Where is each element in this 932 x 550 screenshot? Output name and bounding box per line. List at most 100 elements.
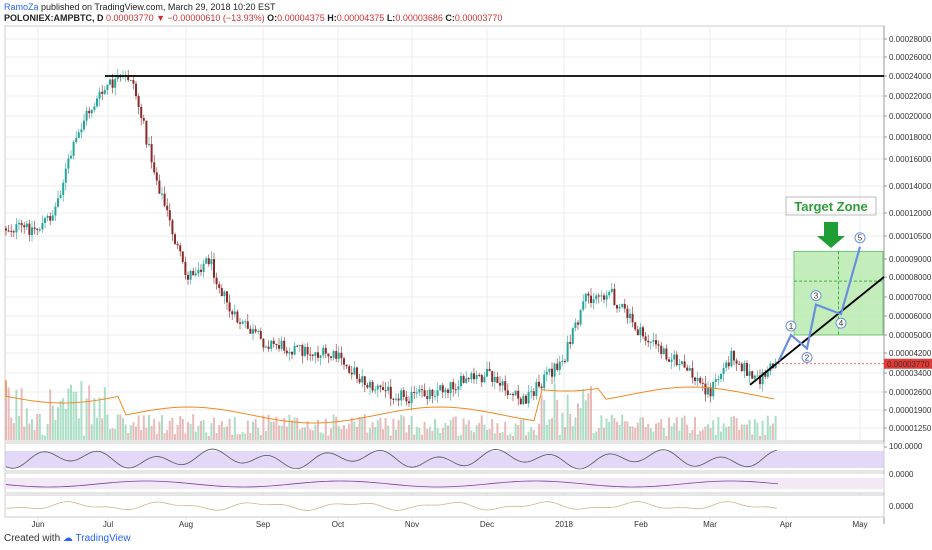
candle-body (324, 347, 327, 354)
volume-bar (363, 414, 366, 440)
volume-bar (142, 415, 145, 440)
time-tick-label: Feb (634, 520, 648, 529)
volume-bar (675, 417, 678, 440)
candle-body (564, 360, 566, 362)
candle-body (280, 340, 283, 349)
price-tick-label: 0.00016000 (889, 155, 932, 164)
candle-body (31, 227, 33, 235)
candle-body (109, 79, 111, 85)
candle-body (181, 251, 184, 262)
volume-bar (309, 429, 312, 440)
candle-body (740, 363, 743, 372)
volume-bar (639, 417, 642, 440)
low-value: 0.00003686 (395, 13, 443, 23)
candle-body (20, 222, 23, 226)
volume-bar (150, 425, 153, 440)
volume-bar (324, 418, 327, 440)
candle-body (603, 295, 605, 300)
candle-body (709, 387, 712, 397)
volume-bar (707, 424, 709, 440)
candle-body (210, 259, 213, 265)
volume-bar (473, 432, 475, 440)
down-arrow-icon: ▼ (156, 13, 166, 23)
volume-bar (709, 427, 712, 440)
wave-label-circle (835, 317, 847, 329)
volume-bar (764, 435, 767, 440)
volume-bar (683, 415, 686, 440)
volume-bar (662, 427, 665, 440)
volume-bar (236, 434, 239, 440)
candle-body (475, 374, 478, 380)
price-tick-label: 0.00002600 (889, 388, 932, 397)
volume-bar (681, 417, 683, 440)
volume-bar (119, 414, 122, 440)
candle-body (525, 395, 527, 404)
volume-bar (265, 431, 267, 440)
candle-body (366, 384, 369, 388)
tradingview-brand[interactable]: TradingView (75, 533, 131, 544)
volume-bar (582, 389, 585, 440)
candle-body (665, 348, 668, 360)
candle-body (657, 344, 660, 346)
candle-body (361, 376, 364, 383)
volume-bar (293, 417, 296, 440)
time-tick-label: Jul (103, 520, 113, 529)
volume-bar (480, 415, 483, 440)
volume-bar (205, 432, 208, 440)
candle-body (400, 390, 403, 401)
candle-body (610, 288, 613, 292)
volume-bar (761, 420, 764, 440)
volume-bar (395, 429, 397, 440)
candle-body (548, 368, 551, 372)
published-text: published on TradingView.com, March 29, … (38, 2, 276, 12)
candle-body (761, 372, 764, 385)
volume-bar (374, 426, 377, 440)
volume-bar (77, 418, 80, 440)
time-tick-label: Dec (480, 520, 494, 529)
volume-bar (387, 425, 390, 440)
volume-bar (353, 421, 356, 440)
volume-bar (189, 423, 192, 440)
low-label: L: (386, 13, 396, 23)
volume-bar (532, 429, 535, 440)
volume-bar (623, 421, 626, 440)
volume-bar (244, 433, 247, 440)
volume-bar (397, 420, 400, 440)
candle-body (239, 322, 241, 324)
candle-body (132, 80, 135, 84)
candle-body (509, 394, 512, 396)
candle-body (460, 375, 462, 387)
volume-bar (441, 427, 444, 440)
candle-body (595, 295, 598, 300)
volume-bar (605, 418, 608, 440)
candle-body (252, 329, 254, 334)
candle-body (590, 295, 592, 303)
candle-body (488, 368, 491, 372)
volume-bar (616, 421, 618, 440)
candle-body (337, 352, 340, 359)
author-link[interactable]: RamoZa (4, 2, 39, 12)
volume-bar (548, 419, 551, 440)
volume-bar (80, 381, 83, 440)
volume-bar (49, 389, 52, 440)
volume-bar (44, 435, 46, 440)
high-label: H: (327, 13, 337, 23)
volume-bar (340, 429, 343, 440)
volume-bar (322, 433, 325, 440)
volume-bar (335, 416, 338, 440)
price-tick-label: 0.00001250 (889, 424, 932, 433)
candle-body (83, 120, 85, 130)
volume-bar (571, 426, 574, 440)
volume-bar (486, 429, 488, 440)
volume-bar (512, 435, 514, 440)
symbol-label: POLONIEX:AMPBTC, D (4, 13, 104, 23)
candle-body (111, 79, 114, 88)
volume-bar (509, 433, 512, 440)
volume-bar (228, 418, 231, 440)
candle-body (636, 329, 639, 336)
volume-bar (332, 414, 335, 440)
candle-body (28, 223, 31, 235)
candle-body (392, 398, 395, 400)
candle-body (478, 374, 481, 376)
